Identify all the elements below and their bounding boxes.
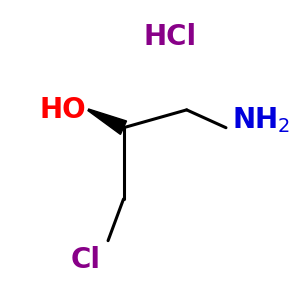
Text: HCl: HCl bbox=[143, 23, 197, 51]
Text: Cl: Cl bbox=[70, 246, 101, 274]
Text: HO: HO bbox=[40, 96, 86, 124]
Polygon shape bbox=[88, 109, 127, 134]
Text: NH$_2$: NH$_2$ bbox=[232, 105, 290, 135]
